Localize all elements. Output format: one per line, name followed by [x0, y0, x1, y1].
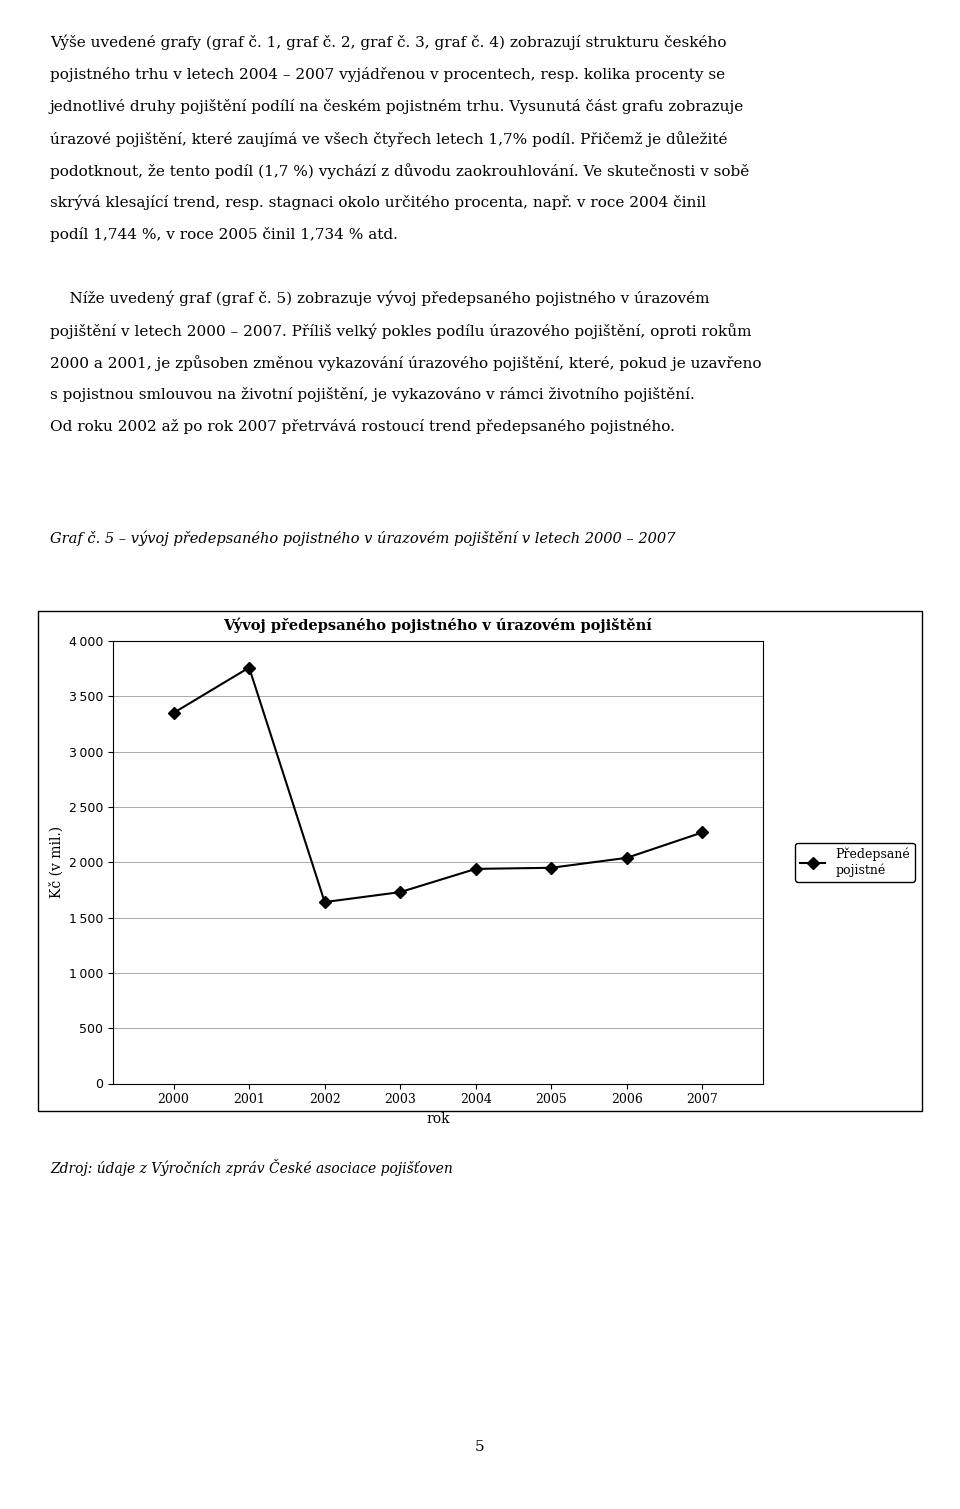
- Text: Níže uvedený graf (graf č. 5) zobrazuje vývoj předepsaného pojistného v úrazovém: Níže uvedený graf (graf č. 5) zobrazuje …: [50, 291, 709, 306]
- Text: Od roku 2002 až po rok 2007 přetrvává rostoucí trend předepsaného pojistného.: Od roku 2002 až po rok 2007 přetrvává ro…: [50, 420, 675, 435]
- Text: 5: 5: [475, 1440, 485, 1455]
- Text: Výše uvedené grafy (graf č. 1, graf č. 2, graf č. 3, graf č. 4) zobrazují strukt: Výše uvedené grafy (graf č. 1, graf č. 2…: [50, 35, 727, 50]
- Text: pojištění v letech 2000 – 2007. Příliš velký pokles podílu úrazového pojištění, : pojištění v letech 2000 – 2007. Příliš v…: [50, 323, 752, 340]
- X-axis label: rok: rok: [426, 1112, 450, 1126]
- Text: skrývá klesající trend, resp. stagnaci okolo určitého procenta, např. v roce 200: skrývá klesající trend, resp. stagnaci o…: [50, 195, 707, 210]
- Bar: [38, 611, 922, 1111]
- Text: úrazové pojištění, které zaujímá ve všech čtyřech letech 1,7% podíl. Přičemž je : úrazové pojištění, které zaujímá ve všec…: [50, 131, 728, 146]
- Text: pojistného trhu v letech 2004 – 2007 vyjádřenou v procentech, resp. kolika proce: pojistného trhu v letech 2004 – 2007 vyj…: [50, 66, 725, 81]
- Text: podíl 1,744 %, v roce 2005 činil 1,734 % atd.: podíl 1,744 %, v roce 2005 činil 1,734 %…: [50, 226, 397, 241]
- Text: Graf č. 5 – vývoj předepsaného pojistného v úrazovém pojištění v letech 2000 – 2: Graf č. 5 – vývoj předepsaného pojistnéh…: [50, 531, 676, 546]
- Text: 2000 a 2001, je způsoben změnou vykazování úrazového pojištění, které, pokud je : 2000 a 2001, je způsoben změnou vykazová…: [50, 355, 761, 371]
- Text: podotknout, že tento podíl (1,7 %) vychází z důvodu zaokrouhlování. Ve skutečnos: podotknout, že tento podíl (1,7 %) vychá…: [50, 163, 749, 180]
- Legend: Předepsané
pojistné: Předepsané pojistné: [795, 842, 915, 881]
- Y-axis label: Kč (v mil.): Kč (v mil.): [49, 827, 63, 898]
- Text: jednotlivé druhy pojištění podílí na českém pojistném trhu. Vysunutá část grafu : jednotlivé druhy pojištění podílí na čes…: [50, 100, 744, 115]
- Text: s pojistnou smlouvou na životní pojištění, je vykazováno v rámci životního pojiš: s pojistnou smlouvou na životní pojištěn…: [50, 386, 695, 401]
- Text: Zdroj: údaje z Výročních zpráv České asociace pojišťoven: Zdroj: údaje z Výročních zpráv České aso…: [50, 1159, 453, 1176]
- Title: Vývoj předepsaného pojistného v úrazovém pojištění: Vývoj předepsaného pojistného v úrazovém…: [224, 617, 653, 632]
